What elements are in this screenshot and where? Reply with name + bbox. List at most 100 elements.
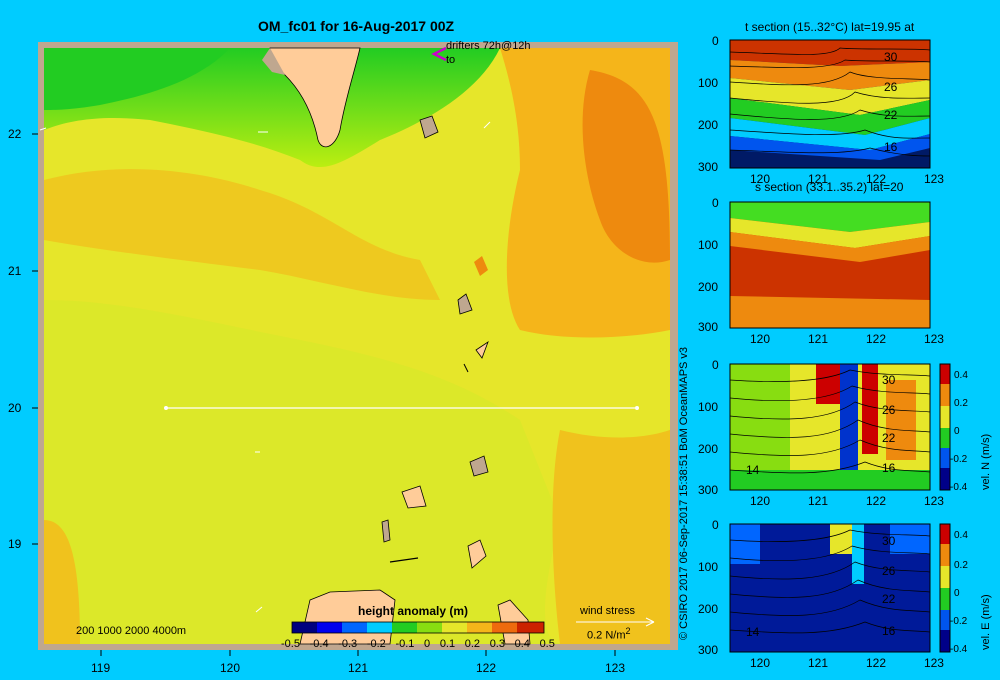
contour-label: 26 (884, 80, 898, 94)
cb-tick: 0.2 (954, 398, 968, 409)
colorbar-tick: -0.5 (281, 638, 300, 650)
colorbar-tick: -0.4 (309, 638, 329, 650)
lon-tick: 122 (865, 172, 886, 186)
s-section-title: s section (33.1..35.2) lat=20 (755, 180, 904, 194)
depth-tick: 0 (712, 196, 719, 210)
lon-tick: 123 (923, 332, 944, 346)
depth-tick: 200 (698, 118, 719, 132)
depth-tick: 100 (698, 238, 719, 252)
colorbar-tick: -0.1 (395, 638, 415, 650)
contour-label: 16 (882, 624, 896, 638)
depth-tick: 200 (698, 602, 719, 616)
lat-tick: 19 (8, 537, 22, 551)
drifters-to: to (446, 54, 456, 66)
lon-tick: 122 (865, 494, 886, 508)
contour-label: 30 (882, 373, 896, 387)
drifters-label: drifters 72h@12h (446, 40, 531, 52)
contour-label: 22 (884, 108, 898, 122)
colorbar-tick: 0.5 (539, 638, 555, 650)
wind-stress-value: 0.2 N/m2 (587, 626, 631, 642)
lat-tick: 21 (8, 264, 22, 278)
depth-tick: 100 (698, 560, 719, 574)
cb-tick: -0.4 (950, 644, 968, 655)
lon-tick: 121 (807, 332, 829, 346)
cb-tick: -0.2 (950, 616, 968, 627)
vel-e-panel (729, 523, 951, 653)
map-title: OM_fc01 for 16-Aug-2017 00Z (258, 18, 455, 34)
section-panels (729, 39, 951, 653)
depth-tick: 0 (712, 358, 719, 372)
lon-tick: 120 (750, 172, 771, 186)
contour-label: 26 (882, 564, 896, 578)
colorbar-tick: -0.3 (338, 638, 358, 650)
colorbar-tick: 0.3 (489, 638, 505, 650)
contour-label: 16 (882, 461, 896, 475)
lon-tick: 120 (750, 332, 771, 346)
lon-tick: 122 (476, 661, 497, 675)
lon-tick: 121 (348, 661, 369, 675)
t-section-title: t section (15..32°C) lat=19.95 at (745, 20, 915, 34)
colorbar-ticks: -0.5 -0.4 -0.3 -0.2 -0.1 0 0.1 0.2 0.3 0… (281, 638, 555, 650)
credit-text: © CSIRO 2017 06-Sep-2017 15:38:51 BoM Oc… (678, 346, 690, 640)
wind-stress-title: wind stress (580, 605, 636, 617)
depth-tick: 100 (698, 400, 719, 414)
lat-tick: 22 (8, 127, 22, 141)
depth-tick: 300 (698, 643, 719, 657)
vel-n-panel (729, 363, 951, 491)
cb-label: vel. E (m/s) (980, 594, 992, 650)
contour-label: 30 (882, 534, 896, 548)
height-anomaly-colorbar (291, 621, 545, 634)
lon-tick: 122 (865, 332, 886, 346)
panel-lon-ticks: 120 121 122 123 (750, 332, 944, 346)
lon-tick: 119 (91, 661, 111, 675)
lon-tick: 123 (605, 661, 626, 675)
contour-label: 22 (882, 431, 896, 445)
colorbar-title: height anomaly (m) (358, 604, 469, 618)
cb-tick: 0 (954, 426, 960, 437)
contour-label: 16 (884, 140, 898, 154)
ssh-peak-region (582, 70, 670, 263)
drifter-icon (431, 46, 447, 62)
contour-label: 26 (882, 403, 896, 417)
contour-label: 22 (882, 592, 896, 606)
depth-tick: 300 (698, 320, 719, 334)
lon-tick: 123 (923, 656, 944, 670)
cb-label: vel. N (m/s) (980, 433, 992, 490)
colorbar-tick: 0.4 (514, 638, 530, 650)
lon-tick: 121 (807, 172, 829, 186)
cb-tick: 0.4 (954, 530, 968, 541)
depth-tick: 100 (698, 76, 719, 90)
lon-tick: 122 (865, 656, 886, 670)
depth-tick: 200 (698, 442, 719, 456)
lon-tick: 123 (923, 494, 944, 508)
colorbar-tick: -0.2 (366, 638, 386, 650)
contour-label: 14 (746, 625, 760, 639)
cb-tick: 0.2 (954, 560, 968, 571)
lon-tick: 121 (807, 656, 829, 670)
depth-tick: 300 (698, 483, 719, 497)
panel-lon-ticks: 120 121 122 123 (750, 656, 944, 670)
panel-lon-ticks: 120 121 122 123 (750, 494, 944, 508)
lon-tick: 120 (750, 656, 771, 670)
s-section-panel (729, 201, 931, 329)
wind-stress-number: 0.2 N/m (587, 629, 626, 642)
depth-tick: 0 (712, 518, 719, 532)
colorbar-tick: 0.2 (464, 638, 481, 650)
depth-tick: 0 (712, 34, 719, 48)
depth-legend: 200 1000 2000 4000m (76, 625, 187, 637)
colorbar-tick: 0.1 (439, 638, 456, 650)
panel-lon-ticks: 120 121 122 123 (750, 172, 944, 186)
depth-tick: 300 (698, 160, 719, 174)
lon-tick: 120 (750, 494, 771, 508)
lat-tick: 20 (8, 401, 22, 415)
wind-stress-exponent: 2 (625, 626, 631, 636)
main-map (32, 42, 678, 656)
lon-tick: 120 (220, 661, 241, 675)
colorbar-tick: 0 (424, 638, 431, 650)
depth-tick: 200 (698, 280, 719, 294)
cb-tick: 0.4 (954, 370, 968, 381)
lon-tick: 123 (923, 172, 944, 186)
cb-tick: -0.2 (950, 454, 968, 465)
contour-label: 30 (884, 50, 898, 64)
cb-tick: -0.4 (950, 482, 968, 493)
